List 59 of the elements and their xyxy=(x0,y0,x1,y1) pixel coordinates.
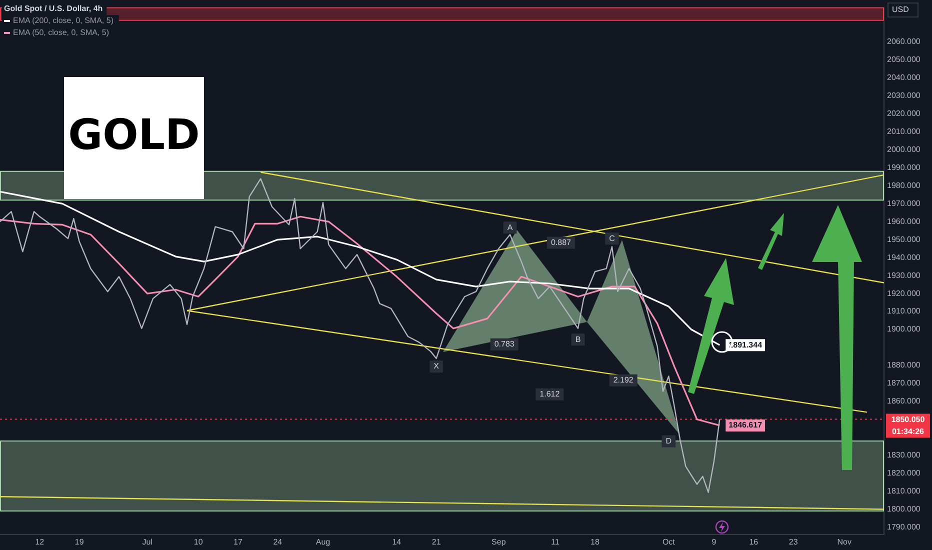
y-tick-label: 2040.000 xyxy=(887,73,921,82)
y-tick-label: 1800.000 xyxy=(887,504,921,514)
x-tick-label: 11 xyxy=(551,537,560,546)
annotation: 0.887 xyxy=(550,238,572,247)
y-axis-title: USD xyxy=(892,5,910,14)
x-tick-label: 23 xyxy=(788,537,798,546)
annotation: 2.192 xyxy=(613,376,634,385)
annotation: GOLD xyxy=(68,110,200,159)
y-tick-label: 1820.000 xyxy=(887,468,921,478)
x-tick-label: 16 xyxy=(749,537,759,546)
y-tick-label: 1830.000 xyxy=(887,450,921,460)
y-tick-label: 2010.000 xyxy=(887,127,921,136)
x-tick-label: Oct xyxy=(662,537,676,546)
y-tick-label: 2000.000 xyxy=(887,144,921,154)
x-tick-label: 18 xyxy=(590,537,600,546)
y-tick-label: 1880.000 xyxy=(887,360,921,370)
y-tick-label: 2060.000 xyxy=(887,37,921,46)
y-tick-label: 1810.000 xyxy=(887,486,921,496)
x-tick-label: 21 xyxy=(432,537,442,546)
y-tick-label: 1910.000 xyxy=(887,306,921,316)
y-tick-label: 2030.000 xyxy=(887,91,921,100)
x-tick-label: Sep xyxy=(492,537,506,546)
x-tick-label: 10 xyxy=(194,537,204,546)
x-tick-label: Aug xyxy=(316,537,330,546)
annotation: B xyxy=(575,334,581,344)
y-tick-label: 1790.000 xyxy=(887,522,921,532)
y-tick-label: 1960.000 xyxy=(887,216,921,226)
legend-label: EMA (200, close, 0, SMA, 5) xyxy=(13,16,114,26)
x-tick-label: Jul xyxy=(142,537,153,546)
annotation: A xyxy=(507,222,514,232)
y-tick-label: 1970.000 xyxy=(887,198,921,208)
x-tick-label: 24 xyxy=(273,537,283,546)
annotation: D xyxy=(666,436,672,446)
y-tick-label: 1980.000 xyxy=(887,180,921,190)
y-tick-label: 1930.000 xyxy=(887,270,921,280)
annotation: C xyxy=(609,234,616,243)
annotation: 1.612 xyxy=(540,390,560,399)
data-label: 1846.617 xyxy=(728,420,763,430)
x-tick-label: 19 xyxy=(74,537,84,546)
annotation: 0.783 xyxy=(494,340,515,349)
data-label: 1891.344 xyxy=(728,340,763,350)
y-tick-label: 1950.000 xyxy=(887,234,921,244)
y-tick-label: 1870.000 xyxy=(887,378,921,388)
chart-title: Gold Spot / U.S. Dollar, 4h xyxy=(4,4,103,14)
y-tick-label: 1920.000 xyxy=(887,288,921,298)
x-tick-label: 14 xyxy=(392,537,402,546)
x-tick-label: Nov xyxy=(837,537,852,546)
y-tick-label: 1990.000 xyxy=(887,162,921,172)
ref-line-label: 1850.050 01:34:26 xyxy=(891,414,926,436)
annotation: X xyxy=(434,362,440,371)
y-tick-label: 2050.000 xyxy=(887,55,921,64)
y-tick-label: 1860.000 xyxy=(887,396,921,406)
legend-label: EMA (50, close, 0, SMA, 5) xyxy=(13,28,110,38)
y-tick-label: 1900.000 xyxy=(887,324,921,334)
x-tick-label: 9 xyxy=(712,537,717,546)
y-tick-label: 1940.000 xyxy=(887,252,921,262)
y-tick-label: 2020.000 xyxy=(887,109,921,118)
x-tick-label: 17 xyxy=(234,537,243,546)
x-tick-label: 12 xyxy=(35,537,45,546)
